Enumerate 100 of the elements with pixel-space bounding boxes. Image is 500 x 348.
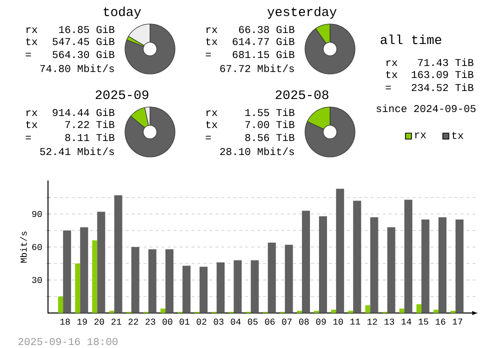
text: since 2024-09-05	[376, 104, 476, 112]
x-tick-label: 20	[94, 318, 104, 325]
bar	[438, 217, 446, 314]
legend-label: rx	[415, 132, 426, 138]
bar	[370, 217, 378, 314]
x-tick-label: 22	[128, 318, 138, 325]
text: 28.10 Mbit/s	[220, 147, 294, 156]
bar	[456, 220, 464, 314]
text: 914.44 GiB	[52, 108, 114, 116]
chart-title: 2025-09	[96, 90, 148, 100]
text: tx	[26, 38, 38, 46]
bar	[63, 230, 72, 314]
bar	[421, 220, 430, 314]
bar	[148, 249, 156, 314]
x-tick-label: 13	[384, 318, 394, 325]
text: tx	[206, 121, 218, 128]
bar	[314, 310, 320, 314]
bar	[348, 310, 354, 314]
text: =	[206, 52, 211, 56]
y-axis-title: Mbit/s	[20, 232, 27, 263]
text: 163.09 TiB	[412, 70, 474, 78]
y-tick-label: 90	[32, 210, 42, 218]
x-tick-label: 14	[402, 318, 412, 325]
text: 564.30 GiB	[52, 50, 114, 58]
bar	[160, 308, 166, 314]
bar	[165, 249, 174, 314]
x-tick-label: 08	[299, 318, 309, 325]
bar	[296, 310, 302, 314]
bar	[365, 305, 370, 314]
bar	[319, 216, 328, 314]
bar	[75, 264, 80, 314]
x-tick-label: 03	[214, 318, 224, 325]
text: rx	[206, 110, 218, 116]
text: 547.45 GiB	[52, 37, 114, 46]
x-tick-label: 04	[230, 318, 241, 325]
text: 234.52 TiB	[412, 83, 474, 92]
chart-title: 2025-08	[276, 90, 328, 100]
chart-title: yesterday	[267, 6, 337, 19]
x-tick-label: 16	[436, 318, 446, 325]
y-tick-label: 30	[32, 276, 42, 284]
bar	[404, 200, 412, 314]
bar	[92, 240, 98, 314]
bar	[387, 227, 396, 314]
bar	[336, 188, 344, 314]
text: 1.55 TiB	[245, 108, 294, 116]
bar	[284, 244, 293, 314]
bar	[250, 260, 259, 314]
bar	[200, 266, 208, 314]
bar	[131, 247, 140, 314]
bar	[109, 310, 114, 314]
bar	[416, 304, 422, 314]
x-tick-label: 15	[418, 318, 428, 325]
text: 7.22 TiB	[65, 120, 114, 128]
x-tick-label: 01	[180, 318, 190, 325]
text: 8.11 TiB	[65, 133, 114, 142]
x-tick-label: 23	[146, 318, 156, 325]
text: 2025-09-16 18:00	[18, 338, 118, 346]
x-tick-label: 00	[162, 318, 172, 325]
x-tick-label: 02	[196, 318, 206, 325]
bar	[450, 310, 456, 314]
bar	[268, 242, 276, 314]
text: 74.80 Mbit/s	[40, 64, 114, 72]
x-tick-label: 07	[282, 318, 292, 325]
x-tick-label: 06	[264, 318, 275, 325]
x-tick-label: 11	[350, 318, 360, 325]
text: =	[26, 52, 31, 56]
text: tx	[26, 121, 38, 128]
x-tick-label: 10	[333, 318, 343, 325]
bar	[302, 210, 310, 314]
bar	[114, 195, 122, 314]
text: 71.43 TiB	[418, 58, 474, 66]
text: tx	[386, 71, 398, 78]
bar	[216, 262, 225, 314]
text: 681.15 GiB	[232, 50, 294, 58]
bar	[353, 200, 362, 314]
text: =	[26, 136, 31, 140]
legend-label: tx	[452, 132, 464, 139]
bar	[331, 310, 336, 314]
y-tick-label: 60	[32, 244, 42, 250]
x-tick-label: 19	[77, 318, 87, 325]
text: =	[386, 86, 391, 90]
text: 8.56 TiB	[245, 133, 294, 142]
text: tx	[206, 38, 218, 46]
x-tick-label: 17	[452, 318, 462, 325]
chart-title: today	[104, 6, 141, 19]
text: rx	[26, 110, 38, 116]
x-tick-label: 09	[316, 318, 326, 325]
bar	[58, 296, 64, 314]
text: 614.77 GiB	[232, 37, 294, 46]
text: 16.85 GiB	[59, 25, 114, 34]
text: 52.41 Mbit/s	[40, 147, 114, 156]
x-tick-label: 05	[248, 318, 258, 325]
bar	[433, 310, 438, 314]
x-tick-label: 21	[112, 318, 122, 325]
text: 67.72 Mbit/s	[220, 64, 294, 72]
text: 66.38 GiB	[239, 25, 294, 34]
text: rx	[26, 27, 38, 33]
text: rx	[386, 60, 398, 66]
bar	[399, 308, 404, 314]
x-tick-label: 12	[367, 318, 377, 325]
